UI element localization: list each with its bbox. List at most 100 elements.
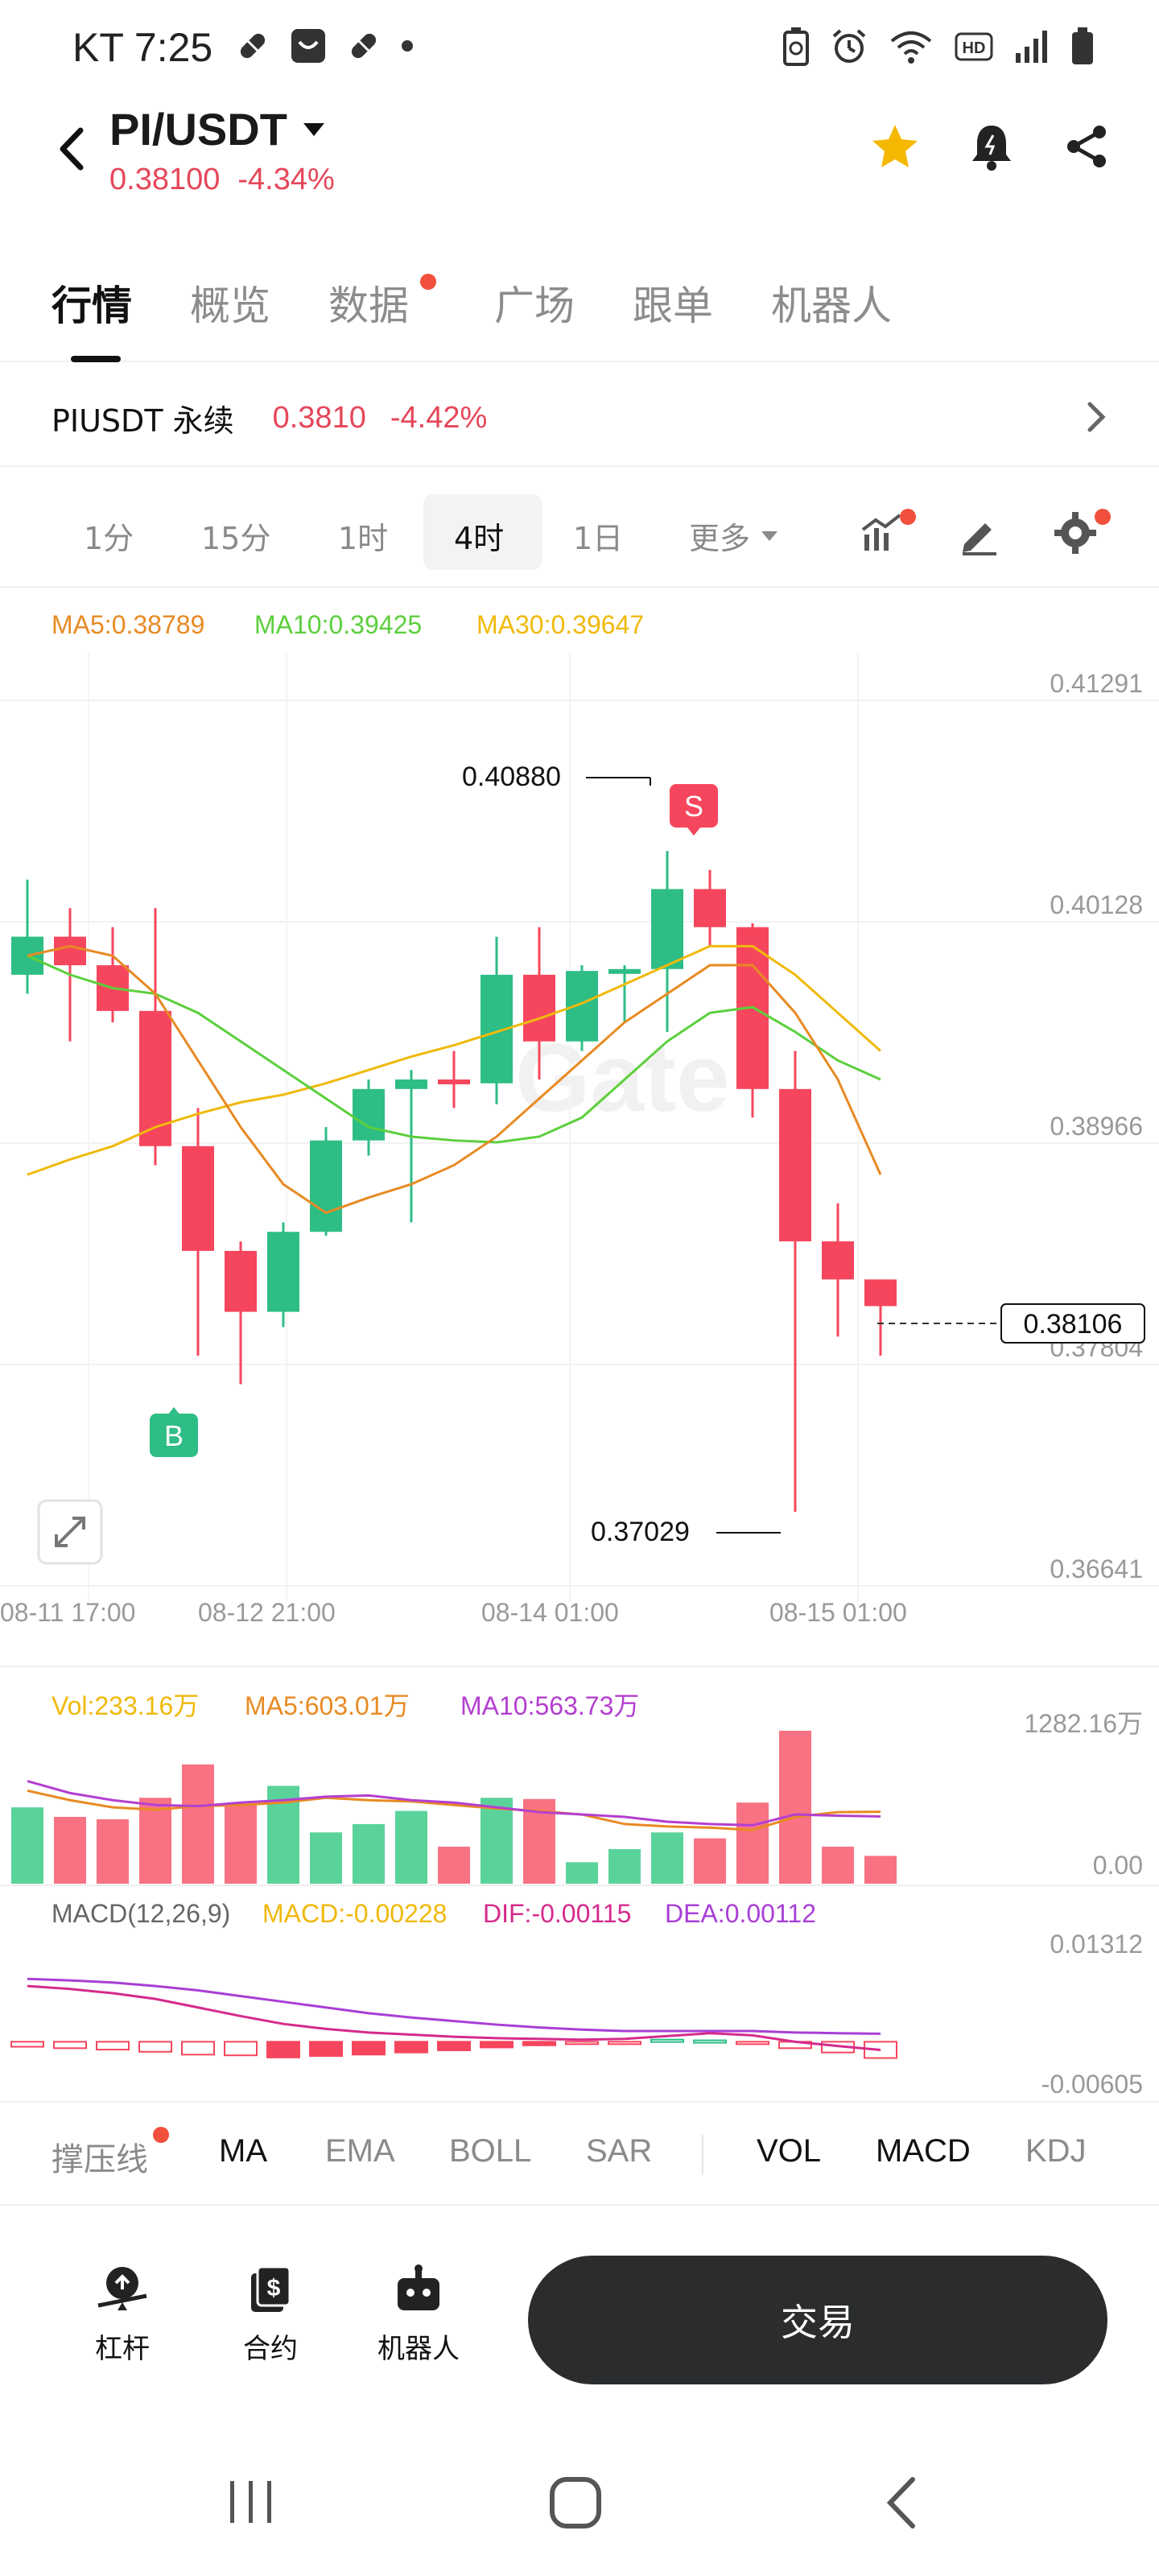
tab-data[interactable]: 数据 xyxy=(328,283,409,329)
current-price-label: 0.38106 xyxy=(1024,1309,1123,1340)
macd-dif: DIF:-0.00115 xyxy=(483,1899,631,1928)
interval-15m[interactable]: 15分 xyxy=(201,521,271,556)
perpetual-row[interactable]: PIUSDT 永续 0.3810 -4.42% xyxy=(0,370,1159,467)
tab-bots[interactable]: 机器人 xyxy=(771,283,892,329)
indicator-vol[interactable]: VOL xyxy=(757,2133,822,2169)
interval-4h[interactable]: 4时 xyxy=(454,521,505,556)
indicator-dot xyxy=(900,509,916,525)
contract-icon: $ xyxy=(251,2265,291,2312)
volume-bar xyxy=(864,1856,897,1884)
hd-icon: HD xyxy=(955,32,993,61)
pair-price-line: 0.38100 -4.34% xyxy=(109,163,353,197)
candle-body xyxy=(523,974,555,1042)
tab-copytrade[interactable]: 跟单 xyxy=(633,283,713,329)
pair-change: -4.34% xyxy=(237,163,335,196)
expand-chart-button[interactable] xyxy=(37,1499,103,1565)
leverage-button[interactable]: 杠杆 xyxy=(66,2264,179,2366)
macd-bar xyxy=(608,2041,641,2046)
vol-ma5-legend: MA5:603.01万 xyxy=(245,1691,410,1720)
candles-layer xyxy=(11,851,897,1512)
high-price-label: 0.40880 xyxy=(462,762,561,792)
pair-selector[interactable]: PI/USDT xyxy=(109,103,326,155)
indicator-sar[interactable]: SAR xyxy=(586,2133,653,2169)
volume-bar xyxy=(608,1849,641,1884)
volume-bar xyxy=(694,1838,726,1884)
sell-marker[interactable]: S xyxy=(670,784,718,836)
interval-active-bg xyxy=(423,494,542,570)
dot-icon xyxy=(402,40,413,52)
home-icon[interactable] xyxy=(547,2475,604,2531)
recent-apps-icon[interactable] xyxy=(225,2476,277,2528)
candle-body xyxy=(353,1088,385,1141)
interval-1m[interactable]: 1分 xyxy=(84,521,134,556)
vol-ma5-line xyxy=(27,1789,881,1831)
macd-dea: DEA:0.00112 xyxy=(665,1899,816,1928)
candle-body xyxy=(822,1241,854,1280)
volume-bar xyxy=(481,1798,513,1884)
leverage-icon xyxy=(97,2267,147,2310)
indicator-separator xyxy=(702,2135,703,2175)
interval-1d[interactable]: 1日 xyxy=(573,521,624,556)
bottom-action-bar: 杠杆 $ 合约 机器人 交易 xyxy=(0,2222,1159,2384)
indicator-ema[interactable]: EMA xyxy=(325,2133,395,2169)
candle-body xyxy=(225,1250,257,1312)
kline-chart[interactable]: MA5:0.38789 MA10:0.39425 MA30:0.39647 Ga… xyxy=(0,596,1159,2214)
vol-max-label: 1282.16万 xyxy=(1024,1709,1143,1738)
volume-bar xyxy=(11,1807,43,1884)
indicator-kdj[interactable]: KDJ xyxy=(1025,2133,1087,2169)
pill-icon xyxy=(351,33,377,59)
trade-button[interactable]: 交易 xyxy=(528,2256,1107,2384)
ma30-line xyxy=(27,944,881,1176)
interval-more[interactable]: 更多 xyxy=(689,514,779,558)
vol-ma10-line xyxy=(27,1780,881,1827)
indicator-ma[interactable]: MA xyxy=(219,2133,267,2169)
contract-button[interactable]: $ 合约 xyxy=(214,2264,327,2366)
share-icon[interactable] xyxy=(1062,122,1111,171)
ma10-line xyxy=(27,954,881,1144)
interval-1h[interactable]: 1时 xyxy=(338,521,389,556)
time-tick-label: 08-12 21:00 xyxy=(198,1598,336,1627)
contract-label: 合约 xyxy=(243,2333,298,2365)
volume-bars xyxy=(11,1731,897,1884)
perpetual-name: PIUSDT 永续 xyxy=(52,402,234,439)
buy-marker[interactable]: B xyxy=(150,1407,198,1457)
support-dot xyxy=(153,2127,169,2143)
battery-icon xyxy=(1072,27,1093,64)
draw-pen-icon[interactable] xyxy=(958,512,1001,555)
macd-bar xyxy=(309,2041,343,2058)
macd-bar xyxy=(437,2041,471,2051)
star-icon[interactable] xyxy=(869,121,921,172)
indicator-chart-icon[interactable] xyxy=(860,510,905,555)
macd-bar xyxy=(522,2041,556,2046)
alarm-icon xyxy=(832,29,866,63)
tab-overview[interactable]: 概览 xyxy=(190,283,270,329)
indicator-boll[interactable]: BOLL xyxy=(449,2133,532,2169)
signal-icon xyxy=(1016,31,1047,63)
price-tick-label: 0.40128 xyxy=(1050,890,1143,919)
volume-bar xyxy=(736,1802,769,1884)
candle-body xyxy=(608,968,641,974)
system-nav-bar xyxy=(0,2447,1159,2576)
volume-bar xyxy=(353,1823,385,1884)
tab-square[interactable]: 广场 xyxy=(494,283,575,329)
battery-saver-icon xyxy=(783,27,809,66)
svg-text:HD: HD xyxy=(963,39,986,57)
volume-bar xyxy=(651,1832,683,1884)
settings-gear-icon[interactable] xyxy=(1053,510,1098,555)
indicator-support-resistance[interactable]: 撑压线 xyxy=(52,2142,148,2178)
back-arrow-icon[interactable] xyxy=(48,121,97,177)
macd-bar xyxy=(650,2038,684,2043)
main-tabs: 行情 概览 数据 广场 跟单 机器人 xyxy=(0,266,1159,362)
candle-body xyxy=(651,889,683,969)
nav-back-icon[interactable] xyxy=(882,2475,922,2531)
status-left-icons xyxy=(233,26,415,66)
volume-ma-lines xyxy=(27,1780,881,1831)
volume-bar xyxy=(779,1731,811,1884)
bell-icon[interactable] xyxy=(967,121,1016,172)
robot-button[interactable]: 机器人 xyxy=(362,2264,475,2366)
pair-header: PI/USDT 0.38100 -4.34% xyxy=(0,97,1159,217)
indicator-macd[interactable]: MACD xyxy=(876,2133,971,2169)
tab-market[interactable]: 行情 xyxy=(52,283,132,329)
candle-body xyxy=(694,889,726,927)
robot-label: 机器人 xyxy=(377,2333,460,2365)
